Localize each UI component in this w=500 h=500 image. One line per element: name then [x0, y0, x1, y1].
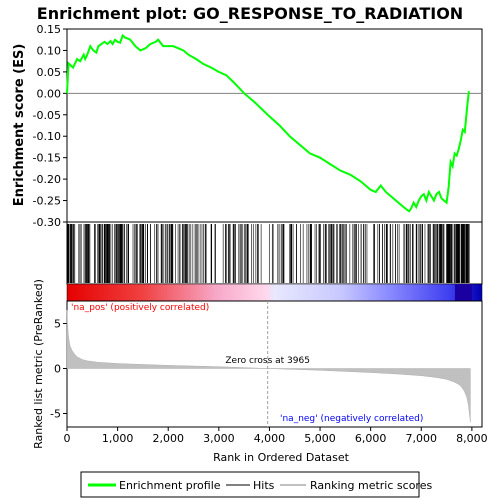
enrichment-panel: 0.15 0.10 0.05 0.00 -0.05 -0.10 -0.15 -0.20 -0.2… [33, 23, 483, 229]
x-tick-label: 7,000 [406, 432, 438, 445]
negative-group-label: 'na_neg' (negatively correlated) [280, 414, 423, 424]
x-tick-label: 2,000 [152, 432, 184, 445]
rm-y-ticks: 5 0 -5 [50, 318, 67, 421]
legend-label-hits: Hits [253, 479, 275, 492]
legend-label-ranking: Ranking metric scores [310, 479, 432, 492]
es-y-tick-label: -0.10 [33, 130, 61, 143]
ranking-metric-area [66, 309, 471, 423]
es-y-tick-label: 0.10 [37, 44, 62, 57]
x-axis-ticks: 0 1,000 2,000 3,000 4,000 5,000 6,000 7,000 8,00… [64, 427, 488, 445]
enrichment-profile-line [66, 33, 470, 213]
es-y-tick-label: 0.00 [37, 87, 62, 100]
enrichment-panel-frame [66, 28, 483, 223]
es-y-axis-label: Enrichment score (ES) [12, 44, 27, 207]
x-axis-label: Rank in Ordered Dataset [213, 451, 350, 464]
es-y-ticks: 0.15 0.10 0.05 0.00 -0.05 -0.10 -0.15 -0.20 -0.2… [33, 23, 67, 229]
rank-color-band [66, 283, 483, 302]
rm-y-tick-label: 5 [54, 318, 61, 331]
legend-label-enrichment: Enrichment profile [119, 479, 221, 492]
hit-marks [66, 224, 470, 283]
es-y-tick-label: -0.15 [33, 152, 61, 165]
x-tick-label: 3,000 [203, 432, 235, 445]
x-tick-label: 0 [64, 432, 71, 445]
es-y-tick-label: 0.05 [37, 66, 62, 79]
legend: Enrichment profile Hits Ranking metric s… [80, 471, 432, 498]
x-tick-label: 4,000 [254, 432, 286, 445]
es-y-tick-label: -0.30 [33, 216, 61, 229]
x-tick-label: 5,000 [304, 432, 336, 445]
es-y-tick-label: -0.20 [33, 173, 61, 186]
x-tick-label: 6,000 [355, 432, 387, 445]
rm-y-tick-label: -5 [50, 408, 61, 421]
ranked-metric-panel: 5 0 -5 Zero cross at 3965 'na_pos' (positi… [50, 300, 483, 428]
rank-color-band-end-block [455, 284, 472, 301]
chart-title: Enrichment plot: GO_RESPONSE_TO_RADIATIO… [37, 4, 463, 23]
rm-y-tick-label: 0 [54, 363, 61, 376]
positive-group-label: 'na_pos' (positively correlated) [71, 303, 209, 313]
zero-cross-label: Zero cross at 3965 [225, 356, 310, 366]
rm-y-axis-label: Ranked list metric (PreRanked) [32, 279, 45, 449]
es-y-tick-label: 0.15 [37, 23, 62, 36]
x-tick-label: 8,000 [456, 432, 488, 445]
es-y-tick-label: -0.25 [33, 195, 61, 208]
es-y-tick-label: -0.05 [33, 109, 61, 122]
x-tick-label: 1,000 [102, 432, 134, 445]
hits-panel [66, 221, 483, 285]
